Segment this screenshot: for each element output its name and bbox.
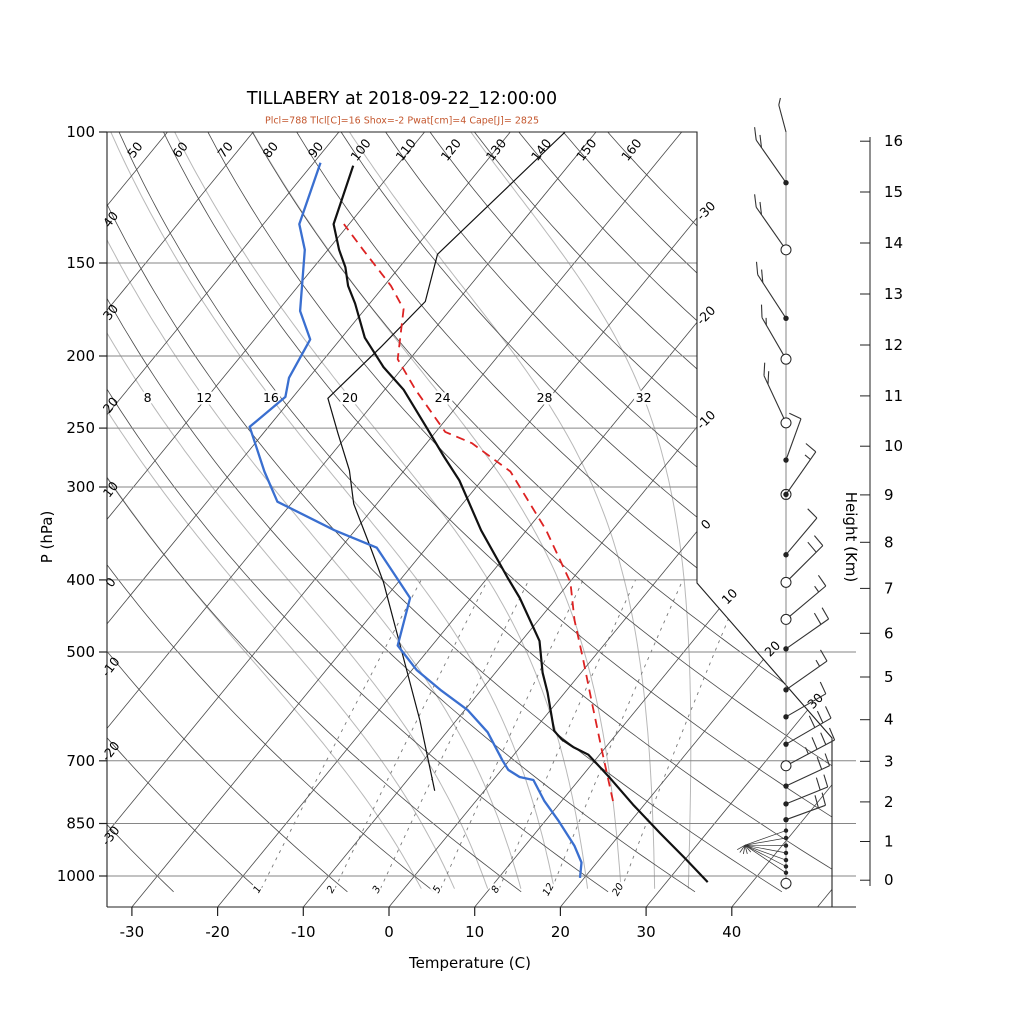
chart-title: TILLABERY at 2018-09-22_12:00:00 xyxy=(246,89,558,109)
svg-text:1: 1 xyxy=(884,832,894,850)
svg-text:12: 12 xyxy=(196,390,212,405)
plot-frame xyxy=(106,131,856,908)
svg-text:5: 5 xyxy=(431,884,444,895)
svg-text:150: 150 xyxy=(66,254,95,272)
svg-text:8: 8 xyxy=(144,390,152,405)
svg-text:-10: -10 xyxy=(291,923,316,941)
parcel-parameters-line: Plcl=788 Tlcl[C]=16 Shox=-2 Pwat[cm]=4 C… xyxy=(264,115,540,127)
svg-text:20: 20 xyxy=(342,390,358,405)
svg-text:10: 10 xyxy=(719,585,741,607)
svg-text:40: 40 xyxy=(722,923,741,941)
svg-text:120: 120 xyxy=(438,136,465,164)
svg-text:15: 15 xyxy=(884,183,903,201)
svg-text:160: 160 xyxy=(618,136,645,164)
svg-text:11: 11 xyxy=(884,387,903,405)
mixing-ratio-lines xyxy=(260,579,746,889)
svg-text:10: 10 xyxy=(884,437,903,455)
svg-text:100: 100 xyxy=(66,123,95,141)
moist-adiabats xyxy=(107,132,692,889)
svg-text:13: 13 xyxy=(884,285,903,303)
svg-text:-10: -10 xyxy=(98,654,122,679)
svg-text:8: 8 xyxy=(490,884,503,895)
svg-text:-30: -30 xyxy=(98,823,122,848)
svg-text:130: 130 xyxy=(483,136,510,164)
svg-text:80: 80 xyxy=(259,139,281,161)
svg-text:110: 110 xyxy=(392,136,419,164)
isobars xyxy=(107,131,856,877)
svg-text:500: 500 xyxy=(66,643,95,661)
svg-text:400: 400 xyxy=(66,571,95,589)
svg-text:250: 250 xyxy=(66,419,95,437)
temperature-axis-label: Temperature (C) xyxy=(409,954,531,972)
svg-text:-30: -30 xyxy=(120,923,145,941)
svg-text:30: 30 xyxy=(804,690,826,712)
svg-text:6: 6 xyxy=(884,624,894,642)
svg-text:8: 8 xyxy=(884,533,894,551)
svg-text:140: 140 xyxy=(528,136,555,164)
svg-text:20: 20 xyxy=(100,394,122,416)
svg-text:28: 28 xyxy=(537,390,553,405)
grid-labels: 50 60 70 80 90 100 110 120 130 140 150 160-30-20-10… xyxy=(98,136,826,900)
svg-text:200: 200 xyxy=(66,347,95,365)
svg-text:0: 0 xyxy=(384,923,394,941)
svg-text:30: 30 xyxy=(637,923,656,941)
svg-text:7: 7 xyxy=(884,579,894,597)
height-axis-label: Height (Km) xyxy=(842,491,860,583)
svg-text:32: 32 xyxy=(636,390,652,405)
svg-text:2: 2 xyxy=(325,884,338,895)
svg-text:300: 300 xyxy=(66,478,95,496)
svg-text:24: 24 xyxy=(435,390,451,405)
svg-text:30: 30 xyxy=(100,301,122,323)
svg-text:3: 3 xyxy=(371,884,384,895)
svg-text:1: 1 xyxy=(252,884,265,895)
svg-text:16: 16 xyxy=(263,390,279,405)
svg-text:9: 9 xyxy=(884,486,894,504)
svg-text:3: 3 xyxy=(884,752,894,770)
svg-text:150: 150 xyxy=(573,136,600,164)
svg-text:700: 700 xyxy=(66,752,95,770)
svg-text:4: 4 xyxy=(884,711,894,729)
svg-text:2: 2 xyxy=(884,793,894,811)
svg-text:100: 100 xyxy=(347,136,374,164)
svg-text:50: 50 xyxy=(124,139,146,161)
svg-text:20: 20 xyxy=(761,638,783,660)
svg-text:14: 14 xyxy=(884,234,903,252)
svg-text:0: 0 xyxy=(698,516,714,532)
pressure-axis-label: P (hPa) xyxy=(38,510,56,564)
dewpoint-profile xyxy=(248,162,583,879)
svg-text:850: 850 xyxy=(66,814,95,832)
svg-text:12: 12 xyxy=(884,336,903,354)
svg-text:0: 0 xyxy=(884,871,894,889)
parcel-path xyxy=(343,223,614,802)
svg-text:1000: 1000 xyxy=(57,867,95,885)
svg-text:10: 10 xyxy=(465,923,484,941)
svg-text:-20: -20 xyxy=(205,923,230,941)
svg-text:-20: -20 xyxy=(98,738,122,763)
svg-text:10: 10 xyxy=(100,478,122,500)
svg-text:20: 20 xyxy=(611,881,627,898)
wind-barbs xyxy=(737,97,836,890)
svg-text:5: 5 xyxy=(884,668,894,686)
svg-text:20: 20 xyxy=(551,923,570,941)
svg-text:16: 16 xyxy=(884,132,903,150)
svg-text:90: 90 xyxy=(305,139,327,161)
svg-text:12: 12 xyxy=(541,881,557,898)
temperature-profile xyxy=(332,165,709,883)
